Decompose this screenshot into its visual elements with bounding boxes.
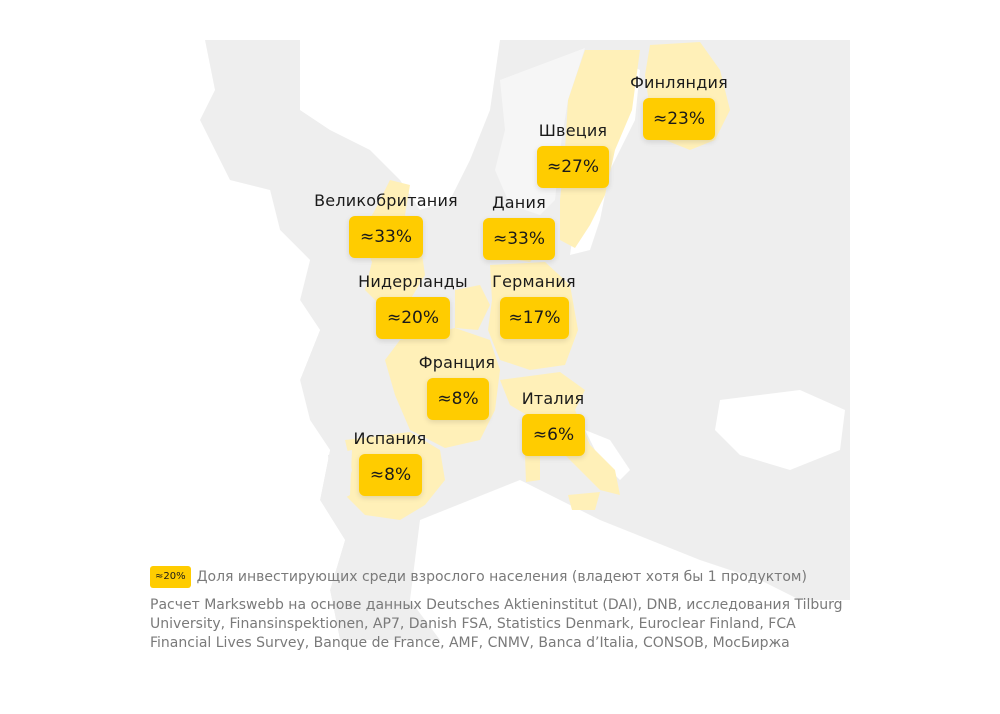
country-shape-netherlands	[455, 285, 490, 330]
label-netherlands: Нидерланды	[358, 272, 468, 291]
legend-swatch: ≈20%	[150, 566, 191, 588]
sea-north	[300, 40, 500, 210]
country-shape-norway	[495, 48, 585, 215]
label-sweden: Швеция	[538, 121, 608, 140]
badge-uk: ≈33%	[349, 216, 423, 258]
badge-italy: ≈6%	[522, 414, 585, 456]
sea-adriatic	[585, 430, 630, 480]
sea-mediterranean	[410, 480, 850, 640]
label-spain: Испания	[353, 429, 427, 448]
badge-finland: ≈23%	[643, 98, 715, 140]
sea-atlantic	[205, 190, 345, 640]
label-denmark: Дания	[492, 193, 546, 212]
country-shape-sardinia	[525, 455, 540, 482]
country-shape-sicily	[568, 492, 600, 510]
badge-spain: ≈8%	[359, 454, 422, 496]
label-france: Франция	[418, 353, 496, 372]
label-uk: Великобритания	[314, 191, 458, 210]
badge-sweden: ≈27%	[537, 146, 609, 188]
badge-netherlands: ≈20%	[376, 297, 450, 339]
source-note: Расчет Markswebb на основе данных Deutsc…	[150, 597, 843, 651]
badge-france: ≈8%	[427, 378, 489, 420]
badge-denmark: ≈33%	[483, 218, 555, 260]
label-italy: Италия	[521, 389, 585, 408]
legend: ≈20% Доля инвестирующих среди взрослого …	[150, 566, 807, 588]
country-shape-portugal	[328, 450, 352, 505]
label-finland: Финляндия	[630, 73, 728, 92]
badge-germany: ≈17%	[500, 297, 569, 339]
label-germany: Германия	[492, 272, 576, 291]
sea-black	[715, 390, 845, 470]
legend-text: Доля инвестирующих среди взрослого насел…	[196, 569, 807, 585]
